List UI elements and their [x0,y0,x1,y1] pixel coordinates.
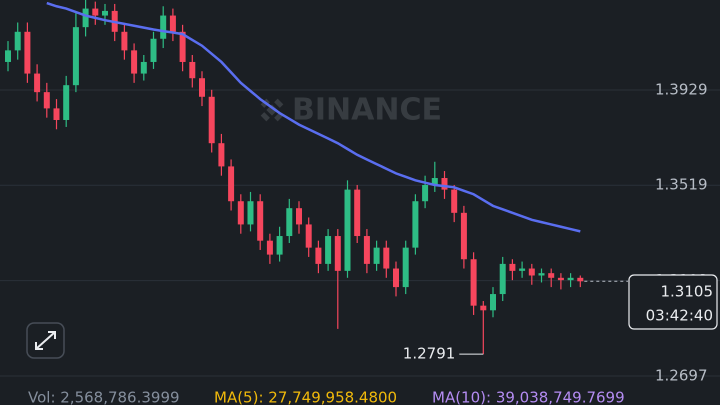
y-tick-label: 1.3929 [655,81,708,99]
candle-body [334,236,341,271]
candle-body [557,277,564,281]
candle-body [460,212,467,260]
candle-body [480,305,487,311]
candle-body [567,277,574,281]
candle-body [228,166,235,202]
candle-body [92,8,99,16]
candle-body [344,189,351,271]
candle-body [102,10,108,16]
candle-body [121,31,128,51]
candle-body [441,178,448,190]
candle-body [5,50,11,62]
indicator-legend: MA(10): 39,038,749.7699 [432,389,625,405]
y-tick-label: 1.3519 [655,176,708,194]
candle-body [548,273,555,278]
candle-body [470,259,477,306]
candle-body [14,31,21,51]
candle-body [247,201,254,225]
candle-body [237,201,244,225]
candle-body [276,236,283,255]
expand-button[interactable] [26,322,65,359]
indicator-legend: Vol: 2,568,786.3999 [28,389,180,405]
indicator-legend: MA(5): 27,749,958.4800 [214,389,397,405]
candle-body [208,96,215,144]
candle-body [354,189,361,237]
candle-body [402,247,409,288]
candle-body [72,27,79,86]
candle-body [577,277,584,282]
candle-body [519,268,526,271]
candle-body [538,273,545,276]
candle-body [373,247,380,264]
candle-body [189,61,196,79]
candle-body [169,15,176,32]
candle-body [431,178,438,185]
candle-body [451,189,458,213]
plot [5,0,584,355]
countdown-label: 03:42:40 [646,307,713,325]
candle-body [325,236,332,264]
last-price-box [628,274,718,330]
candle-body [363,236,370,264]
candle-body [34,73,41,93]
candle-body [296,208,302,225]
candle-body [305,224,312,248]
candle-body [422,184,429,202]
candle-body [53,108,60,120]
candle-body [412,201,419,248]
candle-body [393,268,399,288]
y-tick-label: 1.2697 [655,366,708,384]
candle-body [160,15,167,39]
candle-body [63,85,70,120]
low-label: 1.2791 [403,345,456,363]
candle-body [24,31,31,74]
candle-body [179,31,186,62]
candle-body [140,61,147,74]
watermark: BINANCE [260,93,442,128]
candle-body [509,263,516,271]
candle-body [131,50,138,74]
candle-body [528,268,535,276]
candle-body [490,294,496,311]
candle-body [286,208,293,237]
candle-body [257,201,264,241]
candle-body [199,78,205,97]
watermark-text: BINANCE [292,93,442,128]
candle-body [43,92,50,109]
candle-body [218,143,225,167]
candle-body [383,247,390,269]
candle-body [266,240,273,255]
last-price-label: 1.3105 [661,283,714,301]
overlay: 1.3105 03:42:40 1.2791 Vol: 2,568,786.3999 M… [28,274,718,405]
ma-line [46,1,581,233]
candle-body [499,263,506,295]
candle-body [150,38,157,62]
candle-body [82,8,89,28]
candle-body [315,247,322,264]
